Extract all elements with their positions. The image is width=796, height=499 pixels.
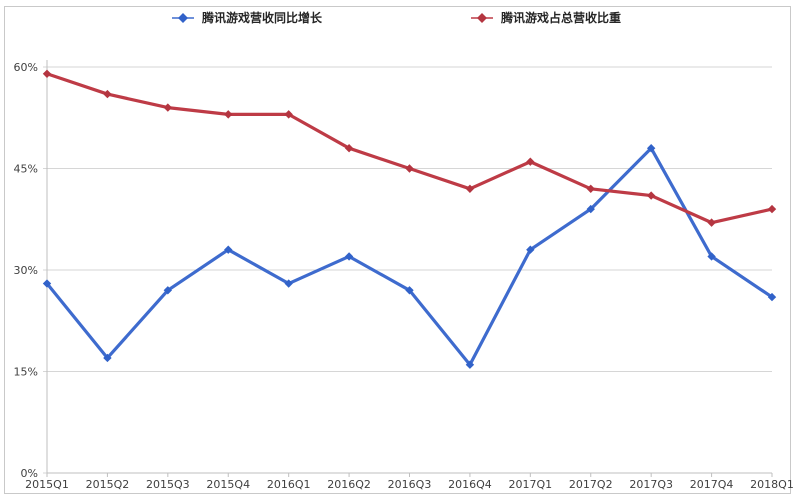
data-point xyxy=(163,286,173,295)
x-axis-tick-label: 2015Q3 xyxy=(146,478,190,491)
data-point xyxy=(767,292,777,302)
y-axis-tick-label: 15% xyxy=(14,366,38,379)
data-point xyxy=(103,89,112,99)
series-line-0 xyxy=(45,146,774,367)
blue-diamond-line-marker-icon xyxy=(172,12,194,23)
data-point xyxy=(646,191,656,200)
y-axis-tick-label: 0% xyxy=(21,467,38,480)
x-axis-tick-label: 2016Q1 xyxy=(267,478,311,491)
data-point xyxy=(344,252,354,261)
data-point xyxy=(526,245,535,254)
data-point xyxy=(586,184,595,193)
legend-marker-diamond xyxy=(477,12,487,23)
data-point xyxy=(465,360,475,369)
red-diamond-line-marker-icon xyxy=(471,12,493,23)
x-axis-tick-label: 2017Q3 xyxy=(629,478,673,491)
data-point xyxy=(405,286,414,295)
data-point xyxy=(42,69,52,78)
legend-item-revenue-share: 腾讯游戏占总营收比重 xyxy=(471,9,621,26)
data-point xyxy=(707,218,716,227)
x-axis-tick-label: 2015Q1 xyxy=(25,478,69,491)
y-axis-tick-label: 30% xyxy=(14,264,38,277)
data-point xyxy=(284,110,293,119)
data-point xyxy=(42,279,52,288)
data-point xyxy=(646,144,656,153)
data-point xyxy=(344,144,354,153)
data-point xyxy=(163,103,173,112)
y-axis-tick-label: 45% xyxy=(14,163,38,176)
data-point xyxy=(767,204,777,214)
x-axis-tick-label: 2016Q2 xyxy=(327,478,371,491)
x-axis-tick-label: 2017Q4 xyxy=(690,478,734,491)
x-axis-tick-label: 2018Q1 xyxy=(750,478,794,491)
legend-label-revenue-share: 腾讯游戏占总营收比重 xyxy=(501,11,622,25)
chart-border xyxy=(4,6,791,494)
x-axis-tick-label: 2015Q2 xyxy=(86,478,130,491)
legend-marker-diamond xyxy=(178,12,188,23)
legend-item-yoy-growth: 腾讯游戏营收同比增长 xyxy=(172,9,322,26)
data-point xyxy=(707,252,716,261)
data-point xyxy=(224,110,233,119)
x-axis-tick-label: 2015Q4 xyxy=(206,478,250,491)
data-point xyxy=(284,279,293,288)
x-axis-tick-label: 2016Q3 xyxy=(388,478,432,491)
series-line-1 xyxy=(45,72,774,225)
x-axis-tick-label: 2016Q4 xyxy=(448,478,492,491)
data-point xyxy=(526,157,535,166)
y-axis-tick-label: 60% xyxy=(14,61,38,74)
legend-label-yoy-growth: 腾讯游戏营收同比增长 xyxy=(202,11,323,25)
data-point xyxy=(586,204,595,214)
data-point xyxy=(224,245,233,254)
data-point xyxy=(465,184,475,193)
data-point xyxy=(405,164,414,173)
data-point xyxy=(103,353,112,363)
x-axis-tick-label: 2017Q1 xyxy=(509,478,553,491)
x-axis-tick-label: 2017Q2 xyxy=(569,478,613,491)
